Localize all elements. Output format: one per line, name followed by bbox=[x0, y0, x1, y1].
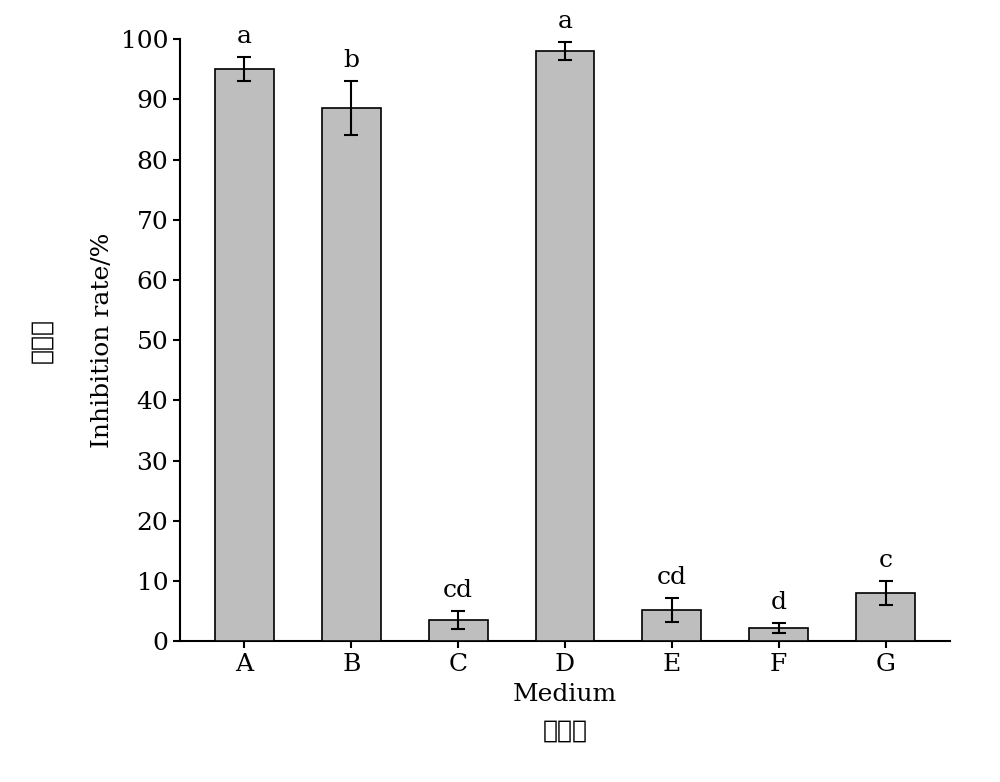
Text: 培山基: 培山基 bbox=[542, 719, 588, 743]
Text: b: b bbox=[343, 49, 359, 72]
Text: a: a bbox=[237, 25, 252, 48]
Text: cd: cd bbox=[443, 579, 473, 602]
Text: a: a bbox=[558, 10, 573, 33]
Text: d: d bbox=[771, 591, 787, 614]
Bar bbox=[215, 69, 274, 641]
Bar bbox=[642, 610, 701, 641]
Bar bbox=[429, 620, 488, 641]
Text: cd: cd bbox=[657, 566, 687, 589]
Text: 抑菌率: 抑菌率 bbox=[30, 317, 53, 363]
Bar bbox=[749, 628, 808, 641]
X-axis label: Medium: Medium bbox=[513, 683, 617, 706]
Bar bbox=[536, 51, 594, 641]
Y-axis label: Inhibition rate/%: Inhibition rate/% bbox=[91, 232, 114, 448]
Bar bbox=[856, 593, 915, 641]
Bar bbox=[322, 109, 381, 641]
Text: c: c bbox=[879, 549, 893, 572]
